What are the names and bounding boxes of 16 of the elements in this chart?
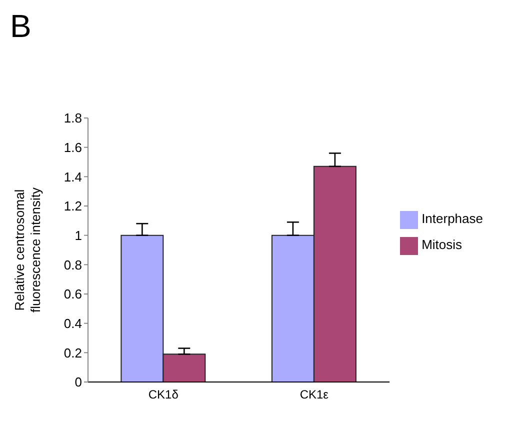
x-tick-label: CK1δ bbox=[148, 388, 179, 402]
y-tick-label: 1 bbox=[74, 228, 82, 243]
y-tick-label: 1.6 bbox=[64, 140, 82, 155]
y-tick-label: 1.4 bbox=[64, 169, 82, 184]
y-tick-label: 0.2 bbox=[64, 345, 82, 360]
legend-label: Mitosis bbox=[422, 237, 462, 252]
y-tick-label: 1.8 bbox=[64, 110, 82, 126]
y-axis-title: Relative centrosomal fluorescence intensity bbox=[12, 186, 43, 313]
y-tick-label: 0 bbox=[74, 374, 82, 390]
legend-label: Interphase bbox=[422, 211, 483, 226]
y-tick-label: 0.4 bbox=[64, 316, 82, 331]
y-tick-label: 0.8 bbox=[64, 257, 82, 272]
y-tick-label: 0.6 bbox=[64, 286, 82, 302]
x-tick-label: CK1ε bbox=[300, 388, 330, 402]
y-tick-label: 1.2 bbox=[64, 198, 82, 214]
chart-title: B bbox=[9, 8, 32, 46]
